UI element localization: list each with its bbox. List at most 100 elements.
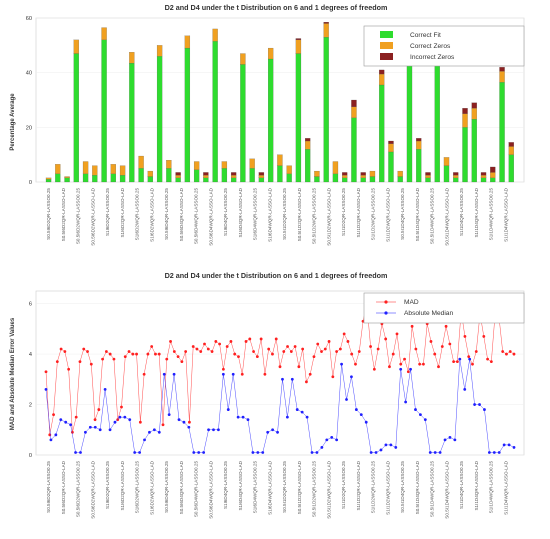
bar-segment-correct-fit <box>508 154 514 183</box>
data-point-mad <box>278 365 282 369</box>
data-point-absolute-median <box>152 428 156 432</box>
bar-segment-incorrect-zeros <box>305 138 311 142</box>
data-point-mad <box>372 367 376 371</box>
data-point-mad <box>501 350 505 353</box>
data-point-absolute-median <box>236 415 240 419</box>
data-point-absolute-median <box>192 451 196 454</box>
data-point-mad <box>104 350 108 353</box>
bar-segment-correct-zeros <box>184 35 191 49</box>
bottom-chart-series <box>44 302 516 454</box>
bar-segment-correct-fit <box>203 177 209 183</box>
bar-segment-correct-zeros <box>286 165 292 174</box>
bar-segment-correct-zeros <box>425 175 431 179</box>
bar-segment-correct-zeros <box>295 39 302 54</box>
x-tick-label: S0.5I6D2QR-LASSO0.25 <box>46 461 51 513</box>
legend-marker <box>384 300 388 304</box>
data-point-absolute-median <box>128 418 132 422</box>
legend-label: Correct Zeros <box>410 43 451 50</box>
data-point-absolute-median <box>281 377 284 381</box>
data-point-absolute-median <box>74 451 77 454</box>
bar-segment-correct-fit <box>286 173 292 183</box>
bar-segment-correct-zeros <box>342 175 348 179</box>
data-point-absolute-median <box>113 420 117 424</box>
legend-swatch <box>380 42 393 49</box>
bar-segment-incorrect-zeros <box>323 22 329 24</box>
data-point-mad <box>263 372 267 376</box>
data-point-absolute-median <box>217 428 220 432</box>
data-point-mad <box>123 355 127 358</box>
x-tick-label: S1I1D2WQR-LASSO-LAD <box>385 187 390 242</box>
bottom-chart-legend: MAD Absolute Median <box>363 292 525 324</box>
bar-segment-correct-fit <box>101 39 107 183</box>
data-point-absolute-median <box>59 418 63 422</box>
x-tick-label: S0.5I1D4QR-LASSO-LAD <box>415 460 420 514</box>
x-tick-label: S0.5I6D2WQR-LASSO0.25 <box>76 188 81 245</box>
top-y-tick-label: 0 <box>29 180 32 186</box>
data-point-absolute-median <box>108 428 112 432</box>
bar-segment-correct-fit <box>92 175 98 183</box>
x-tick-label: S1I1D4QR-LASSO0.25 <box>459 461 464 509</box>
x-tick-label: S1I6D4QR-LASSO0.25 <box>223 188 228 236</box>
bottom-y-tick-label: 6 <box>29 302 32 308</box>
bar-segment-correct-fit <box>82 173 89 183</box>
legend-swatch <box>380 31 393 38</box>
bottom-legend-box <box>363 292 525 324</box>
bar-segment-correct-fit <box>240 64 246 183</box>
data-point-mad <box>433 352 437 356</box>
data-point-mad <box>471 362 474 366</box>
data-point-mad <box>312 355 316 358</box>
x-tick-label: S1I6D2QR-LASSO-LAD <box>120 187 125 237</box>
data-point-absolute-median <box>399 367 403 371</box>
bar-segment-correct-fit <box>193 169 200 183</box>
data-point-mad <box>346 340 350 343</box>
data-point-absolute-median <box>241 415 245 419</box>
bar-segment-incorrect-zeros <box>480 172 487 176</box>
x-tick-label: S1I1D2WQR-LASSO-LAD <box>385 460 390 515</box>
bar-segment-correct-zeros <box>55 164 61 174</box>
legend-label: Absolute Median <box>404 310 453 317</box>
data-point-absolute-median <box>162 372 166 376</box>
bar-segment-correct-zeros <box>129 52 135 64</box>
legend-label: MAD <box>404 299 419 306</box>
data-point-mad <box>437 365 440 369</box>
x-tick-label: S0.5I6D4QR-LASSO0.25 <box>164 461 169 513</box>
data-point-absolute-median <box>369 451 373 454</box>
data-point-absolute-median <box>492 451 496 454</box>
data-point-absolute-median <box>167 413 171 417</box>
x-tick-label: S0.5I6D2WQR-LASSO-LAD <box>90 187 95 245</box>
data-point-mad <box>112 357 116 361</box>
data-point-mad <box>422 362 425 366</box>
data-point-absolute-median <box>133 451 137 454</box>
bar-segment-correct-zeros <box>92 165 98 176</box>
data-point-absolute-median <box>443 438 447 442</box>
data-point-absolute-median <box>98 428 102 432</box>
data-point-absolute-median <box>409 367 412 371</box>
data-point-absolute-median <box>295 408 299 411</box>
data-point-mad <box>157 352 161 356</box>
bar-segment-correct-fit <box>45 179 52 183</box>
data-point-mad <box>323 347 327 351</box>
data-point-absolute-median <box>473 403 476 406</box>
data-point-mad <box>203 342 206 346</box>
x-tick-label: S0.5I6D2WQR-LASSO0.25 <box>76 461 81 518</box>
bar-segment-correct-zeros <box>369 170 376 177</box>
bar-segment-correct-zeros <box>175 175 181 179</box>
legend-swatch <box>380 53 393 60</box>
data-point-mad <box>225 345 229 348</box>
x-tick-label: S0.5I6D4QR-LASSO-LAD <box>179 187 184 241</box>
x-tick-label: S0.5I1D2QR-LASSO0.25 <box>282 461 287 513</box>
data-point-mad <box>297 365 301 369</box>
bar-segment-correct-fit <box>471 119 477 183</box>
top-y-tick-label: 40 <box>26 71 32 77</box>
data-point-mad <box>244 340 248 343</box>
data-point-mad <box>146 352 150 356</box>
bar-segment-correct-zeros <box>443 157 450 166</box>
bar-segment-correct-fit <box>184 47 191 183</box>
bar-segment-correct-fit <box>369 176 376 183</box>
data-point-absolute-median <box>453 438 457 442</box>
x-tick-label: S1I1D4WQR-LASSO0.25 <box>489 461 494 514</box>
data-point-mad <box>63 350 67 353</box>
bar-segment-correct-zeros <box>138 155 144 169</box>
data-point-absolute-median <box>261 451 265 454</box>
bar-segment-incorrect-zeros <box>258 172 265 176</box>
